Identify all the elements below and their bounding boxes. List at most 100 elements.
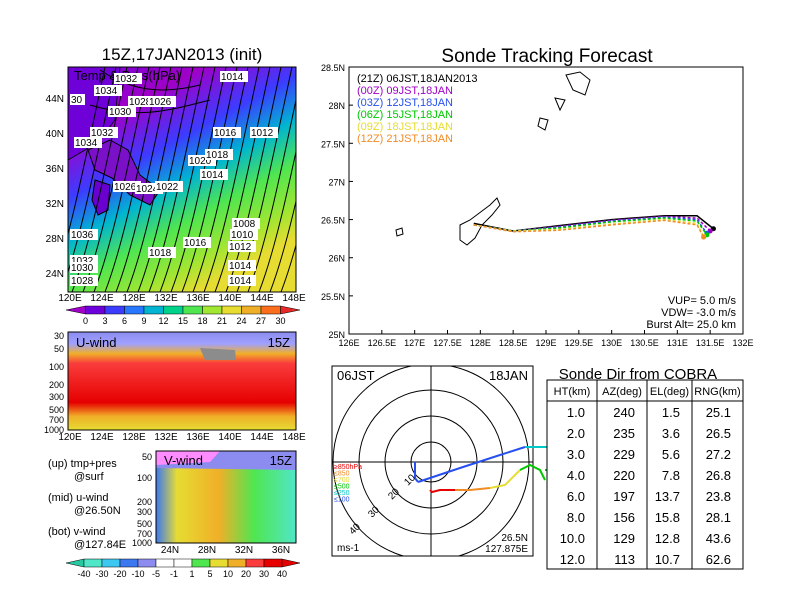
colorbar-swatch xyxy=(163,305,184,315)
track-legend-item: (12Z) 21JST,18JAN xyxy=(357,133,453,145)
pressure-label: 1028 xyxy=(128,96,156,108)
track-x-label: 129E xyxy=(535,338,556,348)
colorbar-swatch xyxy=(182,305,203,315)
table-cell: 3.0 xyxy=(567,447,585,462)
lon-label: 140E xyxy=(218,293,242,304)
svg-text:VUP= 5.0 m/s: VUP= 5.0 m/s xyxy=(668,295,737,307)
svg-text:1034: 1034 xyxy=(95,86,118,97)
svg-text:1026: 1026 xyxy=(114,182,137,193)
pressure-level-label: 50 xyxy=(54,344,64,354)
pressure-label: 1016 xyxy=(213,127,241,139)
track-y-label: 26N xyxy=(328,254,345,264)
svg-text:1032: 1032 xyxy=(115,74,138,85)
cobra-table: Sonde Dir from COBRA HT(km) AZ(deg) EL(deg… xyxy=(546,366,744,570)
u-wind-gray-jet xyxy=(200,348,236,360)
colorbar-label: -30 xyxy=(95,569,108,579)
pressure-label: 1016 xyxy=(183,237,211,249)
colorbar-swatch xyxy=(260,305,281,315)
lon-label: 128E xyxy=(122,432,146,443)
svg-text:@127.84E: @127.84E xyxy=(74,539,126,551)
track-legend-item: (00Z) 09JST,18JAN xyxy=(357,85,453,97)
track-endpoint xyxy=(701,234,707,240)
table-cell: 28.1 xyxy=(706,510,731,525)
colorbar-swatch xyxy=(191,558,211,568)
svg-text:18JAN: 18JAN xyxy=(489,368,528,383)
colorbar-swatch xyxy=(209,558,229,568)
svg-text:06JST: 06JST xyxy=(337,368,375,383)
v-lat-labels: 24N 28N 32N 36N xyxy=(161,545,290,556)
colorbar-label: 27 xyxy=(256,316,266,326)
pressure-level-label: 100 xyxy=(49,362,64,372)
level-legend-item: ≤250 xyxy=(334,490,350,497)
colorbar-label: 21 xyxy=(217,316,227,326)
track-y-labels: 28.5N 28N 27.5N 27N 26.5N 26N 25.5N 25N xyxy=(321,63,353,340)
colorbar-swatch xyxy=(65,305,86,315)
track-y-label: 27N xyxy=(328,177,345,187)
island-west xyxy=(395,227,404,237)
polar-level-legend: ≥850hPa≤850≤700≤500≤250≤100 xyxy=(334,464,362,504)
colorbar-swatch xyxy=(155,558,175,568)
level-legend-item: ≤500 xyxy=(334,484,350,491)
svg-text:1014: 1014 xyxy=(229,276,252,287)
lon-label: 124E xyxy=(90,293,114,304)
colorbar-label: -1 xyxy=(170,569,178,579)
table-cell: 43.6 xyxy=(706,531,731,546)
track-legend: (21Z) 06JST,18JAN2013(00Z) 09JST,18JAN(0… xyxy=(357,73,477,145)
svg-text:(up) tmp+pres: (up) tmp+pres xyxy=(48,458,117,470)
lon-label: 132E xyxy=(154,293,178,304)
lon-label: 148E xyxy=(282,293,306,304)
track-y-label: 28N xyxy=(328,101,345,111)
svg-text:1032: 1032 xyxy=(71,256,94,267)
v-wind-time: 15Z xyxy=(270,453,292,468)
track-x-label: 128E xyxy=(470,338,491,348)
lat-label: 44N xyxy=(46,94,64,105)
colorbar-label: 24 xyxy=(236,316,246,326)
isobar-line xyxy=(269,199,296,292)
pressure-label: 1022 xyxy=(155,181,183,193)
table-cell: 25.1 xyxy=(706,405,731,420)
lat-label: 24N xyxy=(46,269,64,280)
svg-text:Sonde Dir from COBRA: Sonde Dir from COBRA xyxy=(559,366,717,383)
colorbar-label: 18 xyxy=(197,316,207,326)
svg-text:127.875E: 127.875E xyxy=(485,544,528,555)
lon-label: 136E xyxy=(186,293,210,304)
colorbar-swatch xyxy=(281,558,301,568)
pressure-label: 1014 xyxy=(228,275,256,287)
table-header: EL(deg) xyxy=(650,386,689,398)
pressure-level-label: 500 xyxy=(49,405,64,415)
colorbar-label: -40 xyxy=(77,569,90,579)
pressure-level-label: 700 xyxy=(137,529,152,539)
table-cell: 27.2 xyxy=(706,447,731,462)
table-cell: 113 xyxy=(614,552,635,567)
table-cell: 10.0 xyxy=(560,531,585,546)
isobar-line xyxy=(89,99,211,114)
pressure-label: 1028 xyxy=(70,275,98,287)
pressure-label: 1020 xyxy=(188,155,216,167)
pressure-label: 1030 xyxy=(70,262,98,274)
pressure-level-label: 1000 xyxy=(44,425,64,435)
lon-label: 144E xyxy=(250,432,274,443)
level-legend-item: ≥850hPa xyxy=(334,464,362,471)
colorbar-label: 5 xyxy=(207,569,212,579)
isobar-line xyxy=(99,69,201,91)
colorbar-label: 10 xyxy=(223,569,233,579)
pressure-label: 1026 xyxy=(148,96,176,108)
isobar-line xyxy=(280,243,296,292)
table-cell: 12.0 xyxy=(560,552,585,567)
colorbar-swatch xyxy=(263,558,283,568)
colorbar-label: 40 xyxy=(277,569,287,579)
track-y-label: 25N xyxy=(328,330,345,340)
lat-label: 36N xyxy=(272,545,290,556)
colorbar-swatch xyxy=(104,305,125,315)
island-north2 xyxy=(554,97,566,112)
svg-text:1008: 1008 xyxy=(233,219,256,230)
colorbar-swatch xyxy=(101,558,121,568)
lat-label: 28N xyxy=(46,234,64,245)
pressure-label: 1018 xyxy=(148,247,176,259)
svg-text:1028: 1028 xyxy=(71,276,94,287)
table-cell: 235 xyxy=(613,426,635,441)
track-x-label: 126E xyxy=(338,338,359,348)
